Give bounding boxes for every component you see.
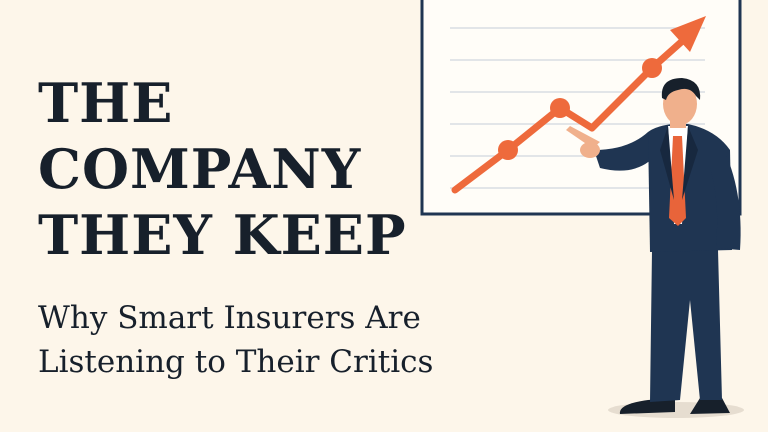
headline: THE COMPANY THEY KEEP: [38, 70, 407, 268]
headline-line-3: THEY KEEP: [38, 203, 407, 267]
subtitle: Why Smart Insurers Are Listening to Thei…: [38, 296, 433, 384]
trend-point-icon: [498, 140, 518, 160]
trend-point-icon: [550, 98, 570, 118]
headline-line-2: COMPANY: [38, 137, 362, 201]
subtitle-line-1: Why Smart Insurers Are: [38, 300, 421, 336]
trend-arrow-icon: [451, 16, 706, 194]
businessman-icon: [566, 78, 744, 418]
subtitle-line-2: Listening to Their Critics: [38, 344, 434, 380]
headline-line-1: THE: [38, 71, 174, 135]
trend-point-icon: [642, 58, 662, 78]
